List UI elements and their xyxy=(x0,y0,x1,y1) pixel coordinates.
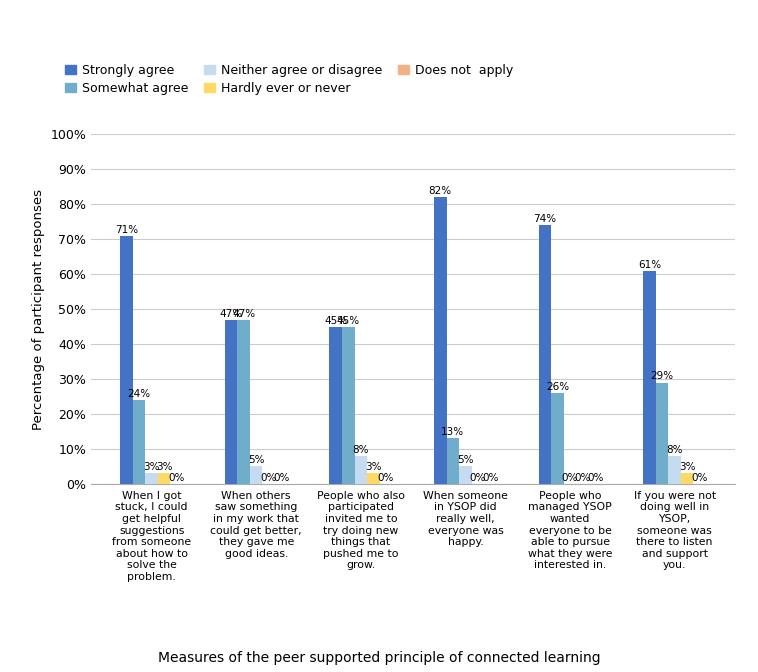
Text: 24%: 24% xyxy=(127,389,151,399)
Text: 0%: 0% xyxy=(587,473,603,482)
Text: 3%: 3% xyxy=(156,462,172,472)
Bar xyxy=(330,327,342,484)
Text: 47%: 47% xyxy=(232,308,255,319)
Text: 8%: 8% xyxy=(666,445,683,455)
Bar xyxy=(669,456,681,484)
Legend: Strongly agree, Somewhat agree, Neither agree or disagree, Hardly ever or never,: Strongly agree, Somewhat agree, Neither … xyxy=(65,64,513,95)
Bar xyxy=(237,320,250,484)
Text: 61%: 61% xyxy=(638,259,661,269)
Text: 0%: 0% xyxy=(168,473,185,482)
Text: 71%: 71% xyxy=(115,224,138,235)
Text: 3%: 3% xyxy=(679,462,695,472)
Text: Measures of the peer supported principle of connected learning: Measures of the peer supported principle… xyxy=(158,651,600,665)
Text: 45%: 45% xyxy=(324,316,347,325)
Text: 3%: 3% xyxy=(365,462,381,472)
Bar xyxy=(133,400,146,484)
Text: 82%: 82% xyxy=(429,186,452,196)
Bar xyxy=(355,456,367,484)
Bar xyxy=(681,473,694,484)
Bar xyxy=(644,271,656,484)
Bar xyxy=(459,466,471,484)
Bar xyxy=(121,236,133,484)
Bar xyxy=(656,382,669,484)
Text: 45%: 45% xyxy=(337,316,360,325)
Text: 0%: 0% xyxy=(562,473,578,482)
Bar xyxy=(434,198,446,484)
Text: 26%: 26% xyxy=(546,382,569,392)
Bar xyxy=(146,473,158,484)
Text: 47%: 47% xyxy=(220,308,243,319)
Text: 0%: 0% xyxy=(377,473,394,482)
Text: 0%: 0% xyxy=(273,473,290,482)
Bar xyxy=(225,320,237,484)
Text: 0%: 0% xyxy=(482,473,499,482)
Bar xyxy=(551,393,564,484)
Text: 8%: 8% xyxy=(352,445,369,455)
Text: 5%: 5% xyxy=(248,456,265,465)
Bar xyxy=(250,466,262,484)
Text: 0%: 0% xyxy=(575,473,590,482)
Y-axis label: Percentage of participant responses: Percentage of participant responses xyxy=(32,189,45,429)
Bar xyxy=(446,438,459,484)
Text: 0%: 0% xyxy=(691,473,708,482)
Bar xyxy=(539,225,551,484)
Text: 3%: 3% xyxy=(143,462,160,472)
Bar xyxy=(158,473,171,484)
Bar xyxy=(367,473,380,484)
Text: 0%: 0% xyxy=(470,473,486,482)
Bar xyxy=(342,327,355,484)
Text: 0%: 0% xyxy=(261,473,277,482)
Text: 29%: 29% xyxy=(650,372,674,382)
Text: 13%: 13% xyxy=(441,427,465,437)
Text: 74%: 74% xyxy=(534,214,556,224)
Text: 5%: 5% xyxy=(457,456,474,465)
